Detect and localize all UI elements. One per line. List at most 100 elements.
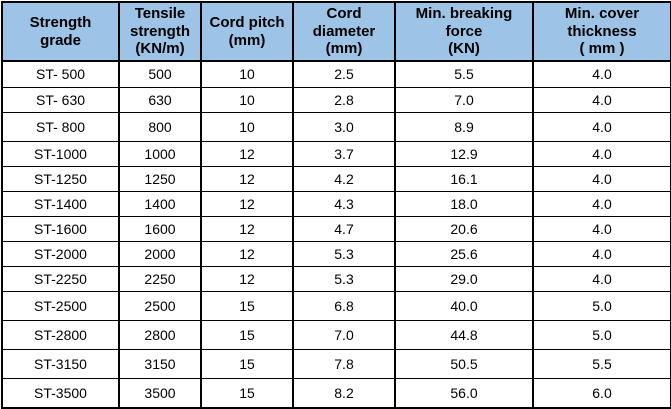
header-line: (KN/m): [135, 40, 185, 58]
strength-grade-cell: ST- 500: [1, 60, 120, 88]
tensile-strength-cell: 2250: [118, 265, 202, 292]
cord-pitch-cell: 15: [200, 348, 294, 379]
header-line: Cord pitch: [209, 14, 285, 32]
cord-diameter-cell: 5.3: [292, 265, 396, 292]
min-cover-thickness-cell: 4.0: [532, 265, 671, 292]
min-cover-thickness-cell: 6.0: [532, 377, 671, 409]
min-cover-thickness-cell: 5.5: [532, 348, 671, 379]
table-row: ST-1600 1600 12 4.7 20.6 4.0: [1, 215, 671, 242]
cord-pitch-cell: 15: [200, 319, 294, 350]
tensile-strength-cell: 3500: [118, 377, 202, 409]
tensile-strength-cell: 1000: [118, 140, 202, 167]
cord-diameter-cell: 3.7: [292, 140, 396, 167]
header-line: (mm): [325, 40, 363, 58]
table-row: ST- 800 800 10 3.0 8.9 4.0: [1, 111, 671, 142]
cord-diameter-cell: 4.7: [292, 215, 396, 242]
column-header-strength-grade: Strength grade: [1, 1, 120, 62]
min-breaking-force-cell: 5.5: [394, 60, 534, 88]
table-row: ST-1250 1250 12 4.2 16.1 4.0: [1, 165, 671, 192]
min-cover-thickness-cell: 4.0: [532, 111, 671, 142]
strength-grade-cell: ST-1250: [1, 165, 120, 192]
header-line: diameter: [312, 22, 376, 40]
table-row: ST- 630 630 10 2.8 7.0 4.0: [1, 86, 671, 113]
strength-grade-cell: ST-3150: [1, 348, 120, 379]
min-breaking-force-cell: 50.5: [394, 348, 534, 379]
min-cover-thickness-cell: 4.0: [532, 165, 671, 192]
cord-pitch-cell: 12: [200, 215, 294, 242]
cord-pitch-cell: 15: [200, 377, 294, 409]
strength-grade-cell: ST-2800: [1, 319, 120, 350]
cord-pitch-cell: 12: [200, 190, 294, 217]
header-line: strength: [130, 22, 190, 40]
min-cover-thickness-cell: 5.0: [532, 319, 671, 350]
cord-diameter-cell: 2.8: [292, 86, 396, 113]
column-header-cord-pitch: Cord pitch (mm): [200, 1, 294, 62]
cord-diameter-cell: 8.2: [292, 377, 396, 409]
min-breaking-force-cell: 8.9: [394, 111, 534, 142]
cord-diameter-cell: 7.8: [292, 348, 396, 379]
strength-grade-cell: ST- 630: [1, 86, 120, 113]
cord-pitch-cell: 12: [200, 140, 294, 167]
table-row: ST-3150 3150 15 7.8 50.5 5.5: [1, 348, 671, 379]
min-breaking-force-cell: 20.6: [394, 215, 534, 242]
tensile-strength-cell: 2800: [118, 319, 202, 350]
tensile-strength-cell: 3150: [118, 348, 202, 379]
min-breaking-force-cell: 25.6: [394, 240, 534, 267]
min-breaking-force-cell: 56.0: [394, 377, 534, 409]
table-row: ST-3500 3500 15 8.2 56.0 6.0: [1, 377, 671, 409]
tensile-strength-cell: 800: [118, 111, 202, 142]
header-line: thickness: [567, 22, 637, 40]
cord-diameter-cell: 3.0: [292, 111, 396, 142]
strength-grade-cell: ST-1400: [1, 190, 120, 217]
header-line: (KN): [448, 40, 480, 58]
column-header-tensile-strength: Tensile strength (KN/m): [118, 1, 202, 62]
table-row: ST-2800 2800 15 7.0 44.8 5.0: [1, 319, 671, 350]
header-line: Tensile: [134, 5, 186, 23]
min-cover-thickness-cell: 4.0: [532, 60, 671, 88]
strength-grade-cell: ST-2250: [1, 265, 120, 292]
min-breaking-force-cell: 12.9: [394, 140, 534, 167]
cord-pitch-cell: 12: [200, 265, 294, 292]
cord-pitch-cell: 10: [200, 111, 294, 142]
tensile-strength-cell: 630: [118, 86, 202, 113]
strength-grade-cell: ST-2500: [1, 290, 120, 321]
min-breaking-force-cell: 40.0: [394, 290, 534, 321]
min-breaking-force-cell: 44.8: [394, 319, 534, 350]
cord-diameter-cell: 6.8: [292, 290, 396, 321]
min-breaking-force-cell: 7.0: [394, 86, 534, 113]
min-cover-thickness-cell: 4.0: [532, 240, 671, 267]
table-row: ST- 500 500 10 2.5 5.5 4.0: [1, 60, 671, 88]
strength-grade-cell: ST-1000: [1, 140, 120, 167]
column-header-min-breaking-force: Min. breaking force (KN): [394, 1, 534, 62]
min-breaking-force-cell: 29.0: [394, 265, 534, 292]
column-header-cord-diameter: Cord diameter (mm): [292, 1, 396, 62]
strength-grade-cell: ST-1600: [1, 215, 120, 242]
table-row: ST-2250 2250 12 5.3 29.0 4.0: [1, 265, 671, 292]
column-header-min-cover-thickness: Min. cover thickness ( mm ): [532, 1, 671, 62]
min-breaking-force-cell: 18.0: [394, 190, 534, 217]
header-line: (mm): [228, 31, 266, 49]
tensile-strength-cell: 1600: [118, 215, 202, 242]
tensile-strength-cell: 2000: [118, 240, 202, 267]
tensile-strength-cell: 1250: [118, 165, 202, 192]
table-row: ST-1000 1000 12 3.7 12.9 4.0: [1, 140, 671, 167]
tensile-strength-cell: 1400: [118, 190, 202, 217]
cord-diameter-cell: 5.3: [292, 240, 396, 267]
cord-pitch-cell: 15: [200, 290, 294, 321]
tensile-strength-cell: 2500: [118, 290, 202, 321]
min-cover-thickness-cell: 4.0: [532, 140, 671, 167]
header-line: force: [445, 22, 483, 40]
header-line: Cord: [326, 5, 362, 23]
table-row: ST-1400 1400 12 4.3 18.0 4.0: [1, 190, 671, 217]
cord-diameter-cell: 4.3: [292, 190, 396, 217]
header-line: ( mm ): [579, 40, 625, 58]
strength-grade-cell: ST- 800: [1, 111, 120, 142]
cord-diameter-cell: 2.5: [292, 60, 396, 88]
min-cover-thickness-cell: 4.0: [532, 215, 671, 242]
min-cover-thickness-cell: 5.0: [532, 290, 671, 321]
cord-pitch-cell: 10: [200, 60, 294, 88]
header-row: Strength grade Tensile strength (KN/m) C…: [1, 1, 671, 62]
strength-grade-cell: ST-3500: [1, 377, 120, 409]
min-cover-thickness-cell: 4.0: [532, 190, 671, 217]
